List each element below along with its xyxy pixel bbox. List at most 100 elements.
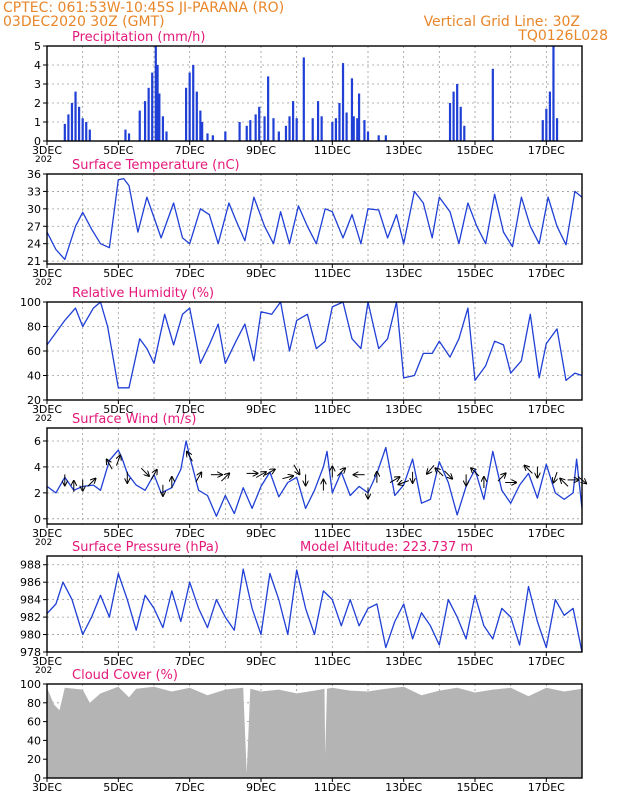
- precipitation-bar: [316, 101, 320, 141]
- humidity-xtick-label: 15DEC: [456, 403, 493, 416]
- precipitation-bar: [352, 116, 355, 141]
- precipitation-bar: [284, 125, 288, 141]
- precipitation-bar: [156, 65, 159, 141]
- pressure-ytick-label: 982: [20, 611, 41, 624]
- precipitation-bar: [350, 78, 354, 141]
- temperature-xtick-label: 9DEC: [246, 267, 276, 280]
- precipitation-bar: [555, 118, 559, 141]
- precipitation-bar: [74, 91, 77, 141]
- temperature-xtick-label: 5DEC: [103, 267, 133, 280]
- precipitation-bar: [70, 103, 74, 141]
- precipitation-bar: [67, 114, 70, 141]
- cloud-cover-ytick-label: 60: [27, 716, 41, 729]
- precipitation-bar: [238, 122, 241, 141]
- temperature-ytick-label: 33: [27, 185, 41, 198]
- humidity-ytick-label: 40: [27, 370, 41, 383]
- humidity-xtick-label: 13DEC: [385, 403, 422, 416]
- wind-xtick-label: 15DEC: [456, 527, 493, 540]
- wind-xtick-label: 9DEC: [246, 527, 276, 540]
- precipitation-bar: [272, 118, 275, 141]
- cloud-cover-xtick-label: 3DEC: [32, 781, 62, 794]
- wind-arrow: [255, 472, 266, 478]
- wind-arrow: [107, 460, 113, 470]
- temperature-ytick-label: 27: [27, 220, 41, 233]
- precipitation-ytick-label: 1: [34, 116, 41, 129]
- wind-arrow: [435, 468, 444, 477]
- pressure-xtick-label: 13DEC: [385, 655, 422, 668]
- wind-arrow: [553, 471, 557, 482]
- wind-arrow: [337, 468, 345, 477]
- precipitation-xtick-label: 3DEC: [32, 144, 62, 157]
- precipitation-bar: [138, 110, 141, 141]
- precipitation-ytick-label: 3: [34, 78, 41, 91]
- cloud-cover-xtick-label: 9DEC: [246, 781, 276, 794]
- wind-arrow: [399, 481, 409, 485]
- cloud-cover-ytick-label: 100: [20, 678, 41, 691]
- precipitation-xtick-label: 11DEC: [314, 144, 351, 157]
- humidity-ytick-label: 20: [27, 394, 41, 407]
- cloud-cover-area: [47, 686, 582, 778]
- humidity-xtick-label: 3DEC: [32, 403, 62, 416]
- pressure-xtick-label: 7DEC: [175, 655, 205, 668]
- precipitation-ytick-label: 2: [34, 97, 41, 110]
- cloud-cover-ytick-label: 0: [34, 772, 41, 785]
- precipitation-bar: [158, 93, 161, 141]
- precipitation-title: Precipitation (mm/h): [72, 30, 205, 45]
- precipitation-bar: [452, 91, 455, 141]
- precipitation-bar: [127, 133, 131, 141]
- precipitation-bar: [288, 116, 291, 141]
- precipitation-bar: [258, 106, 261, 141]
- humidity-xtick-label: 9DEC: [246, 403, 276, 416]
- precipitation-bar: [545, 108, 548, 141]
- model-id-header: TQ0126L028: [518, 28, 608, 44]
- precipitation-bar: [548, 91, 551, 141]
- wind-ytick-label: 4: [34, 461, 41, 474]
- cloud-cover-ytick-label: 40: [27, 734, 41, 747]
- humidity-series-line: [46, 301, 583, 389]
- wind-xtick-label: 7DEC: [175, 527, 205, 540]
- wind-series-line: [46, 440, 583, 517]
- humidity-xtick-label: 17DEC: [528, 403, 565, 416]
- wind-arrow: [150, 470, 157, 480]
- precipitation-bar: [88, 129, 91, 141]
- precipitation-bar: [384, 135, 387, 141]
- wind-arrow: [389, 477, 400, 484]
- temperature-xtick-label: 11DEC: [314, 267, 351, 280]
- temperature-xtick-label: 17DEC: [528, 267, 565, 280]
- wind-arrow: [560, 479, 569, 487]
- precipitation-bar: [277, 131, 280, 141]
- precipitation-xtick-label: 15DEC: [456, 144, 493, 157]
- station-header: CPTEC: 061:53W-10:45S JI-PARANA (RO): [3, 0, 285, 16]
- pressure-ytick-label: 984: [20, 594, 41, 607]
- precipitation-bar: [224, 131, 227, 141]
- pressure-ytick-label: 978: [20, 646, 41, 659]
- precipitation-bar: [302, 57, 305, 141]
- precipitation-bar: [199, 110, 202, 141]
- precipitation-bar: [263, 116, 266, 141]
- precipitation-bar: [448, 103, 452, 141]
- precipitation-bar: [143, 101, 147, 141]
- wind-xtick-label: 11DEC: [314, 527, 351, 540]
- temperature-ytick-label: 36: [27, 168, 41, 181]
- humidity-title: Relative Humidity (%): [72, 286, 214, 301]
- pressure-frame: [46, 555, 583, 653]
- temperature-ytick-label: 21: [27, 255, 41, 268]
- temperature-cut-label: 202: [35, 278, 52, 288]
- precipitation-bar: [211, 135, 214, 141]
- pressure-subtitle: Model Altitude: 223.737 m: [300, 540, 473, 555]
- precipitation-bar: [185, 87, 188, 141]
- grid-line-header: Vertical Grid Line: 30Z: [423, 14, 580, 30]
- precipitation-bar: [151, 72, 154, 141]
- temperature-frame: [46, 173, 583, 265]
- wind-arrow: [525, 466, 533, 474]
- precipitation-xtick-label: 17DEC: [528, 144, 565, 157]
- pressure-xtick-label: 15DEC: [456, 655, 493, 668]
- precipitation-bar: [311, 118, 314, 141]
- humidity-cut-label: 202: [35, 414, 52, 424]
- precipitation-bar: [331, 122, 334, 141]
- pressure-ytick-label: 986: [20, 576, 41, 589]
- precipitation-bar: [456, 84, 459, 141]
- precipitation-bar: [85, 122, 88, 141]
- precipitation-bar: [356, 118, 359, 141]
